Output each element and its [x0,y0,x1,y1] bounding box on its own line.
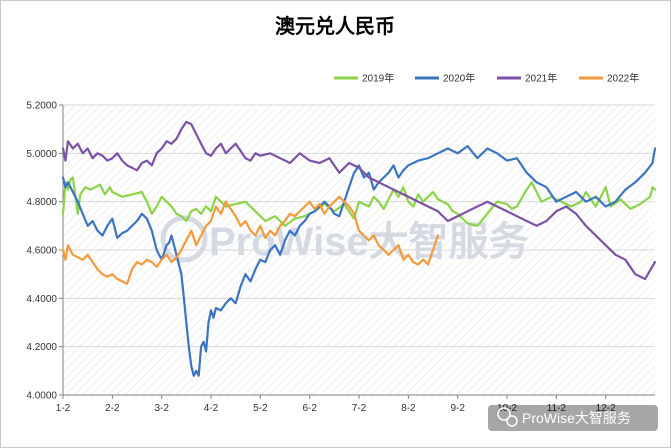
series-line-1 [61,145,657,377]
y-tick-label: 5.0000 [26,149,57,160]
x-tick-label: 11-2 [547,403,567,414]
y-tick-label: 4.0000 [26,391,57,402]
x-tick-label: 9-2 [450,403,465,414]
x-tick-label: 3-2 [154,403,169,414]
x-tick-label: 7-2 [352,403,367,414]
legend: 2019年 2020年 2021年 2022年 [334,72,639,85]
y-tick-label: 4.4000 [26,294,57,305]
watermark: ProWise大智服务 [160,215,529,264]
watermark-text: ProWise大智服务 [209,220,529,264]
wechat-badge: ProWise大智服务 [488,405,658,431]
x-tick-label: 12-2 [596,403,616,414]
legend-label: 2020年 [443,72,475,85]
y-tick-label: 4.8000 [26,197,57,208]
y-tick-label: 4.6000 [26,246,57,257]
x-tick-label: 1-2 [56,403,71,414]
chart-title: 澳元兑人民币 [275,14,395,38]
y-tick-label: 5.2000 [26,101,57,112]
badge-text: ProWise大智服务 [522,410,631,426]
axes: 4.0000 4.2000 4.4000 4.6000 4.8000 5.0000 5.20… [26,101,655,414]
legend-label: 2019年 [362,72,394,85]
x-tick-label: 2-2 [105,403,120,414]
legend-label: 2022年 [607,72,639,85]
x-tick-label: 5-2 [253,403,268,414]
wechat-icon-small [506,415,518,427]
series-lines [61,120,657,377]
series-line-0 [61,176,657,227]
x-tick-label: 8-2 [401,403,416,414]
legend-label: 2021年 [525,72,557,85]
y-tick-label: 4.2000 [26,342,57,353]
series-line-2 [61,120,657,281]
series-line-3 [61,195,439,285]
wechat-icon [497,407,511,421]
badge-bg [488,405,658,431]
x-tick-label: 4-2 [204,403,219,414]
x-tick-label: 6-2 [302,403,317,414]
